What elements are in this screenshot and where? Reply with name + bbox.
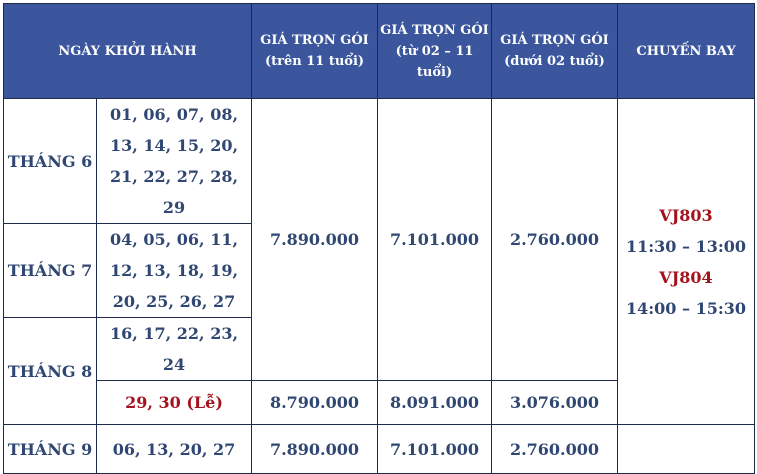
flight-outbound-time: 11:30 – 13:00: [625, 236, 746, 256]
flight-outbound-code: VJ803: [659, 205, 713, 225]
table-row-august-regular: THÁNG 8 16, 17, 22, 23, 24: [3, 317, 755, 425]
header-row: NGÀY KHỞI HÀNH GIÁ TRỌN GÓI (trên 11 tuổ…: [3, 3, 755, 99]
price-infant-holiday: 3.076.000: [491, 380, 618, 425]
price-adult-september: 7.890.000: [251, 424, 378, 474]
dates-july: 04, 05, 06, 11, 12, 13, 18, 19, 20, 25, …: [96, 223, 252, 318]
table-row-september: THÁNG 9 06, 13, 20, 27 7.890.000 7.101.0…: [3, 424, 755, 474]
flight-return-code: VJ804: [659, 267, 713, 287]
header-price-adult: GIÁ TRỌN GÓI (trên 11 tuổi): [251, 3, 378, 99]
table-row-july: THÁNG 7 04, 05, 06, 11, 12, 13, 18, 19, …: [3, 223, 755, 318]
dates-july-line1: 04, 05, 06, 11,: [109, 230, 239, 249]
month-label-july: THÁNG 7: [3, 223, 97, 318]
month-label-june: THÁNG 6: [3, 98, 97, 224]
header-price-adult-line2: (trên 11 tuổi): [264, 54, 365, 69]
price-child-september: 7.101.000: [377, 424, 492, 474]
dates-july-line3: 20, 25, 26, 27: [112, 292, 236, 311]
flight-empty-september: [617, 424, 755, 474]
table-row-june: THÁNG 6 01, 06, 07, 08, 13, 14, 15, 20, …: [3, 98, 755, 425]
header-price-infant-line2: (dưới 02 tuổi): [504, 54, 605, 69]
header-price-child-line2: (từ 02 – 11: [395, 43, 474, 59]
dates-june-line1: 01, 06, 07, 08,: [109, 105, 239, 124]
header-flight: CHUYẾN BAY: [617, 3, 755, 99]
dates-july-line2: 12, 13, 18, 19,: [109, 261, 239, 280]
header-price-child-line1: GIÁ TRỌN GÓI: [380, 22, 489, 38]
header-departure: NGÀY KHỞI HÀNH: [3, 3, 252, 99]
dates-september: 06, 13, 20, 27: [96, 424, 252, 474]
dates-june: 01, 06, 07, 08, 13, 14, 15, 20, 21, 22, …: [96, 98, 252, 224]
dates-august-holiday: 29, 30 (Lễ): [96, 380, 252, 425]
header-price-child-line3: tuổi): [416, 64, 453, 80]
price-adult-regular: 7.890.000: [251, 98, 378, 381]
price-infant-september: 2.760.000: [491, 424, 618, 474]
price-infant-regular: 2.760.000: [491, 98, 618, 381]
table-row-august-holiday: 29, 30 (Lễ) 8.790.000 8.091.000 3.076.00…: [4, 380, 755, 425]
tour-pricing-table: NGÀY KHỞI HÀNH GIÁ TRỌN GÓI (trên 11 tuổ…: [3, 3, 755, 474]
flight-info: VJ803 11:30 – 13:00 VJ804 14:00 – 15:30: [617, 98, 755, 425]
dates-june-line3: 21, 22, 27, 28, 29: [109, 167, 239, 217]
price-child-regular: 7.101.000: [377, 98, 492, 381]
price-child-holiday: 8.091.000: [377, 380, 492, 425]
month-label-september: THÁNG 9: [3, 424, 97, 474]
flight-return-time: 14:00 – 15:30: [625, 298, 746, 318]
month-label-august: THÁNG 8: [3, 317, 97, 425]
header-price-adult-line1: GIÁ TRỌN GÓI: [260, 33, 369, 48]
header-price-infant: GIÁ TRỌN GÓI (dưới 02 tuổi): [491, 3, 618, 99]
price-adult-holiday: 8.790.000: [251, 380, 378, 425]
header-price-child: GIÁ TRỌN GÓI (từ 02 – 11 tuổi): [377, 3, 492, 99]
dates-august-regular: 16, 17, 22, 23, 24: [96, 317, 252, 381]
dates-june-line2: 13, 14, 15, 20,: [109, 136, 239, 155]
header-price-infant-line1: GIÁ TRỌN GÓI: [500, 33, 609, 48]
